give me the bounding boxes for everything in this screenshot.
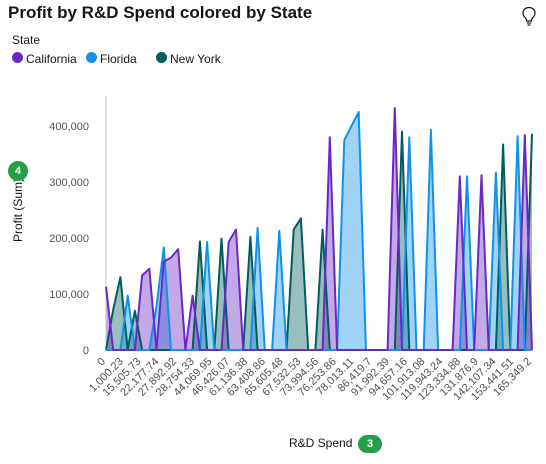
legend-label: California — [26, 51, 77, 66]
legend-label: New York — [170, 51, 221, 66]
y-tick-label: 400,000 — [49, 121, 89, 133]
y-tick-label: 300,000 — [49, 177, 89, 189]
x-axis-title: R&D Spend — [289, 436, 353, 450]
legend-swatch — [12, 52, 23, 64]
y-tick-labels: 0 100,000 200,000 300,000 400,000 — [49, 121, 89, 357]
series-lines — [105, 107, 533, 351]
legend-swatch — [156, 52, 167, 64]
legend-swatch — [86, 52, 97, 64]
lightbulb-icon[interactable] — [521, 6, 537, 26]
y-tick-label: 100,000 — [49, 289, 89, 301]
legend-item-new-york[interactable]: New York — [156, 51, 221, 66]
y-tick-label: 0 — [83, 345, 89, 357]
legend-title: State — [12, 33, 41, 47]
x-axis-field-count-badge[interactable]: 3 — [358, 435, 382, 453]
legend-label: Florida — [100, 51, 137, 66]
series-line-california — [105, 107, 533, 351]
chart-title: Profit by R&D Spend colored by State — [8, 3, 313, 22]
series-areas — [106, 108, 532, 350]
series-area-california — [106, 108, 532, 350]
y-axis-field-count-badge[interactable]: 4 — [8, 161, 28, 181]
x-tick-labels: 01,000.2315,505.7322,177.7427,892.9228,7… — [87, 356, 534, 403]
y-tick-label: 200,000 — [49, 233, 89, 245]
legend-item-california[interactable]: California — [12, 51, 77, 66]
legend-item-florida[interactable]: Florida — [86, 51, 137, 66]
